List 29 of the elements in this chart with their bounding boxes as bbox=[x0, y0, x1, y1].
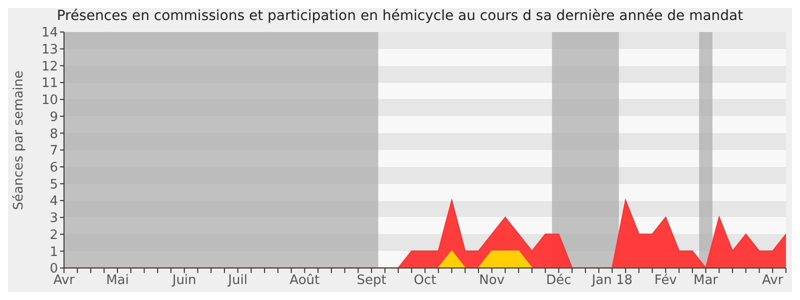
x-tick-label: Nov bbox=[479, 273, 505, 288]
y-tick-label: 7 bbox=[50, 144, 58, 159]
y-tick-label: 2 bbox=[50, 228, 58, 243]
x-tick-label: Fév bbox=[654, 273, 678, 288]
x-tick-label: Mar bbox=[694, 273, 719, 288]
x-tick-label: Juil bbox=[227, 273, 248, 288]
y-tick-label: 10 bbox=[41, 93, 58, 108]
x-tick-label: Mai bbox=[106, 273, 129, 288]
y-tick-label: 13 bbox=[41, 42, 58, 58]
x-tick-label: Avr bbox=[53, 273, 76, 288]
y-axis-title: Séances par semaine bbox=[12, 70, 27, 210]
x-tick-label: Août bbox=[290, 273, 320, 288]
y-tick-label: 4 bbox=[50, 194, 58, 210]
chart-title: Présences en commissions et participation en hémicycle au cours d sa dernière année de mandat bbox=[56, 8, 744, 26]
y-tick-label: 11 bbox=[41, 76, 58, 92]
x-tick-label: Déc bbox=[546, 273, 572, 288]
y-tick-label: 5 bbox=[50, 177, 58, 192]
y-tick-label: 3 bbox=[50, 211, 58, 226]
y-tick-label: 14 bbox=[41, 26, 58, 41]
y-tick-label: 1 bbox=[50, 244, 58, 260]
y-tick-label: 6 bbox=[50, 160, 58, 176]
x-tick-label: Sept bbox=[356, 273, 386, 288]
x-tick-label: Avr bbox=[762, 273, 784, 288]
x-tick-label: Juin bbox=[171, 273, 196, 288]
y-tick-label: 9 bbox=[50, 110, 58, 125]
y-tick-label: 12 bbox=[41, 59, 58, 74]
x-tick-label: Jan 18 bbox=[590, 273, 633, 288]
x-tick-label: Oct bbox=[414, 273, 436, 288]
y-tick-label: 8 bbox=[50, 126, 58, 142]
